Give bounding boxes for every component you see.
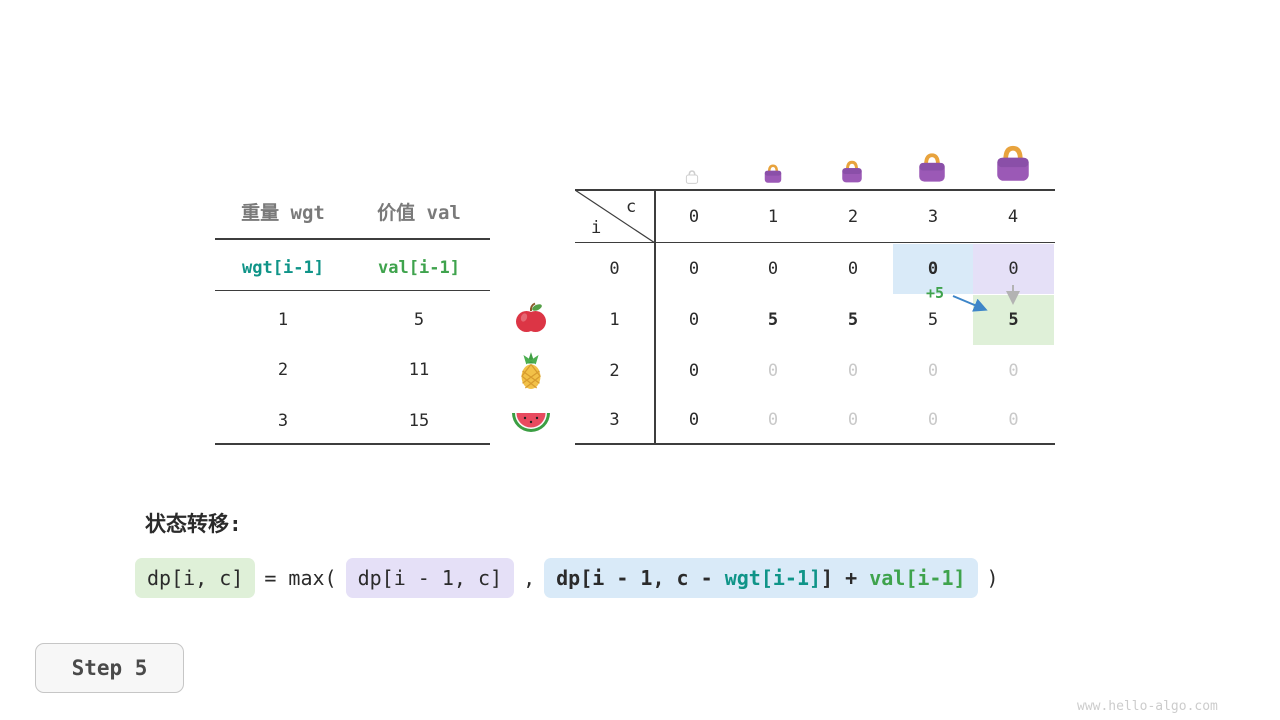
item-row-2-wgt: 2 — [277, 360, 289, 380]
formula-arg1-box: dp[i - 1, c] — [345, 558, 515, 598]
formula-operator: = max( — [264, 566, 337, 590]
state-transition-label: 状态转移: — [145, 512, 242, 536]
dp-cell-0-2: 0 — [847, 259, 859, 279]
dp-corner-row-var: i — [591, 218, 602, 238]
item-table-header-val: 价值 val — [377, 201, 461, 224]
dp-cell-2-0: 0 — [688, 361, 700, 381]
dp-cell-1-1: 5 — [767, 310, 779, 330]
formula-arg2-mid: ] + — [821, 566, 870, 590]
formula-comma: , — [523, 566, 536, 590]
formula-lhs-box: dp[i, c] — [135, 558, 256, 598]
item-row-1-val: 5 — [413, 310, 425, 330]
item-table-symbol-val: val[i-1] — [378, 258, 460, 278]
item-table-rule-bottom — [215, 443, 490, 445]
dp-table-corner-diagonal — [575, 189, 655, 244]
dp-table-rule-top — [575, 189, 1055, 191]
dp-cell-0-4: 0 — [1008, 259, 1019, 279]
dp-cell-3-2: 0 — [847, 410, 859, 430]
dp-table-rule-header — [575, 242, 1055, 243]
item-row-1-wgt: 1 — [277, 310, 289, 330]
dp-cell-2-2: 0 — [847, 361, 859, 381]
dp-col-header-0: 0 — [688, 207, 700, 227]
dp-cell-2-3: 0 — [927, 361, 939, 381]
item-table-symbol-wgt: wgt[i-1] — [242, 258, 324, 278]
watermark-text: www.hello-algo.com — [1077, 699, 1218, 714]
dp-row-header-0: 0 — [609, 259, 620, 279]
dp-cell-1-2: 5 — [847, 310, 859, 330]
bag-icon-capacity-4 — [997, 145, 1029, 181]
highlight-cell-prev-shifted — [893, 244, 973, 294]
dp-cell-1-0: 0 — [688, 310, 700, 330]
formula-arg1: dp[i - 1, c] — [357, 566, 503, 590]
dp-table-rule-vertical — [654, 189, 656, 445]
dp-cell-1-3: 5 — [927, 310, 939, 330]
dp-cell-2-1: 0 — [767, 361, 779, 381]
dp-table-rule-bottom — [575, 443, 1055, 445]
dp-cell-0-1: 0 — [767, 259, 779, 279]
pineapple-icon — [521, 352, 541, 389]
dp-col-header-1: 1 — [767, 207, 779, 227]
item-table-rule-mid — [215, 290, 490, 291]
transition-value-label: +5 — [926, 284, 945, 302]
apple-icon — [516, 302, 546, 332]
dp-cell-0-3: 0 — [927, 259, 939, 279]
item-table-header-wgt: 重量 wgt — [241, 201, 325, 224]
dp-col-header-3: 3 — [927, 207, 939, 227]
step-badge: Step 5 — [35, 643, 184, 693]
dp-cell-1-4: 5 — [1008, 310, 1019, 330]
item-table-rule-top — [215, 238, 490, 240]
formula-arg2-wgt: wgt[i-1] — [724, 566, 822, 590]
bag-icon-capacity-3 — [919, 153, 945, 182]
item-row-2-val: 11 — [408, 360, 430, 380]
dp-row-header-3: 3 — [609, 410, 620, 430]
formula-arg2-box: dp[i - 1, c - wgt[i-1] ] + val[i-1] — [544, 558, 978, 598]
bag-icon-capacity-0 — [685, 170, 699, 184]
dp-cell-3-3: 0 — [927, 410, 939, 430]
bag-icon-capacity-2 — [842, 160, 862, 183]
dp-cell-0-0: 0 — [688, 259, 700, 279]
dp-corner-col-var: c — [626, 197, 637, 217]
dp-col-header-4: 4 — [1007, 207, 1019, 227]
dp-cell-2-4: 0 — [1008, 361, 1019, 381]
formula-arg2-val: val[i-1] — [869, 566, 966, 590]
dp-col-header-2: 2 — [847, 207, 859, 227]
item-row-3-wgt: 3 — [277, 411, 289, 431]
dp-cell-3-4: 0 — [1008, 410, 1019, 430]
formula-arg2-prefix: dp[i - 1, c - — [556, 566, 725, 590]
item-row-3-val: 15 — [408, 411, 430, 431]
dp-row-header-1: 1 — [609, 310, 620, 330]
dp-cell-3-0: 0 — [688, 410, 700, 430]
state-transition-formula: dp[i, c] = max( dp[i - 1, c] , dp[i - 1,… — [135, 558, 999, 598]
dp-row-header-2: 2 — [609, 361, 620, 381]
dp-cell-3-1: 0 — [767, 410, 779, 430]
formula-lhs: dp[i, c] — [147, 566, 244, 590]
bag-icon-capacity-1 — [764, 164, 782, 183]
watermelon-icon — [512, 413, 550, 432]
formula-close-paren: ) — [986, 566, 999, 590]
